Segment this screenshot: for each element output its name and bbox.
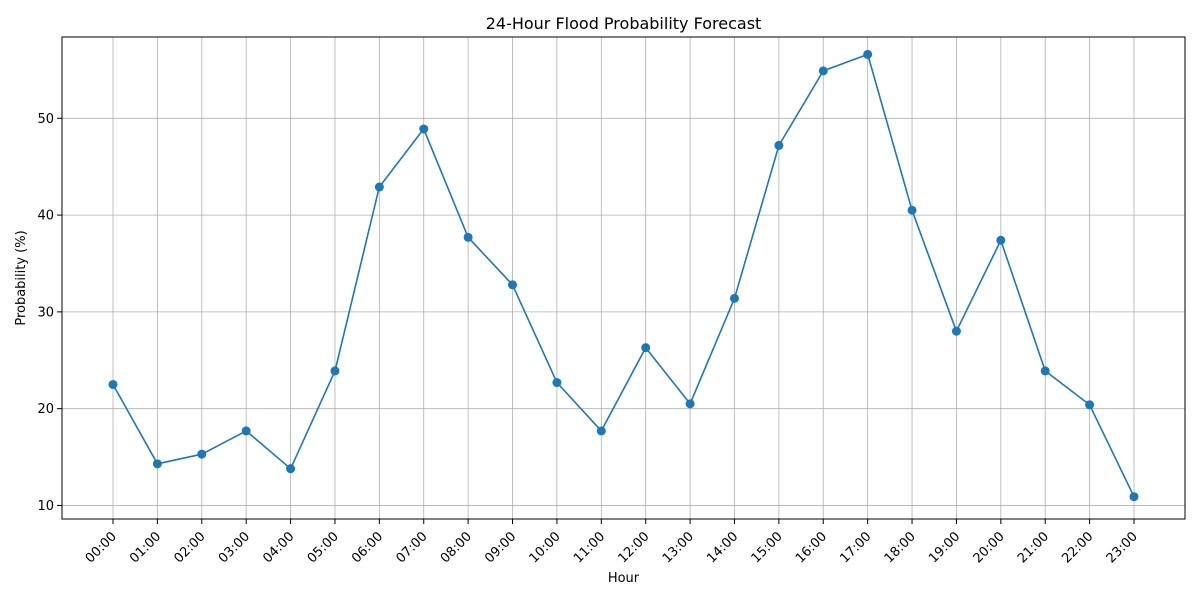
data-point [197, 449, 207, 459]
y-tick-label: 10 [37, 499, 54, 514]
data-point [1129, 492, 1139, 502]
data-point [907, 205, 917, 215]
data-point [863, 49, 873, 59]
data-point [996, 235, 1006, 245]
series-line [112, 53, 1135, 498]
data-point [152, 459, 162, 469]
data-point [596, 426, 606, 436]
chart-title: 24-Hour Flood Probability Forecast [486, 14, 762, 33]
y-tick-label: 20 [37, 402, 54, 417]
data-point [241, 426, 251, 436]
grid-lines [62, 37, 1185, 519]
data-point [641, 343, 651, 353]
data-point [552, 378, 562, 388]
data-point [951, 326, 961, 336]
data-point [729, 293, 739, 303]
y-axis-ticks: 10 20 30 40 50 [37, 112, 62, 514]
y-tick-label: 40 [37, 209, 54, 224]
data-point [419, 124, 429, 134]
data-point [1040, 366, 1050, 376]
data-point [818, 66, 828, 76]
y-tick-label: 50 [37, 112, 54, 127]
y-axis-label: Probability (%) [14, 230, 29, 325]
plot-frame [61, 36, 1186, 520]
x-axis-label: Hour [608, 571, 640, 586]
data-point [1085, 400, 1095, 410]
data-point [108, 379, 118, 389]
series-group [108, 49, 1139, 502]
data-point [330, 366, 340, 376]
data-point [685, 399, 695, 409]
data-point [774, 140, 784, 150]
data-point [286, 464, 296, 474]
data-point [463, 232, 473, 242]
data-point [374, 182, 384, 192]
y-tick-label: 30 [37, 305, 54, 320]
data-point [508, 280, 518, 290]
